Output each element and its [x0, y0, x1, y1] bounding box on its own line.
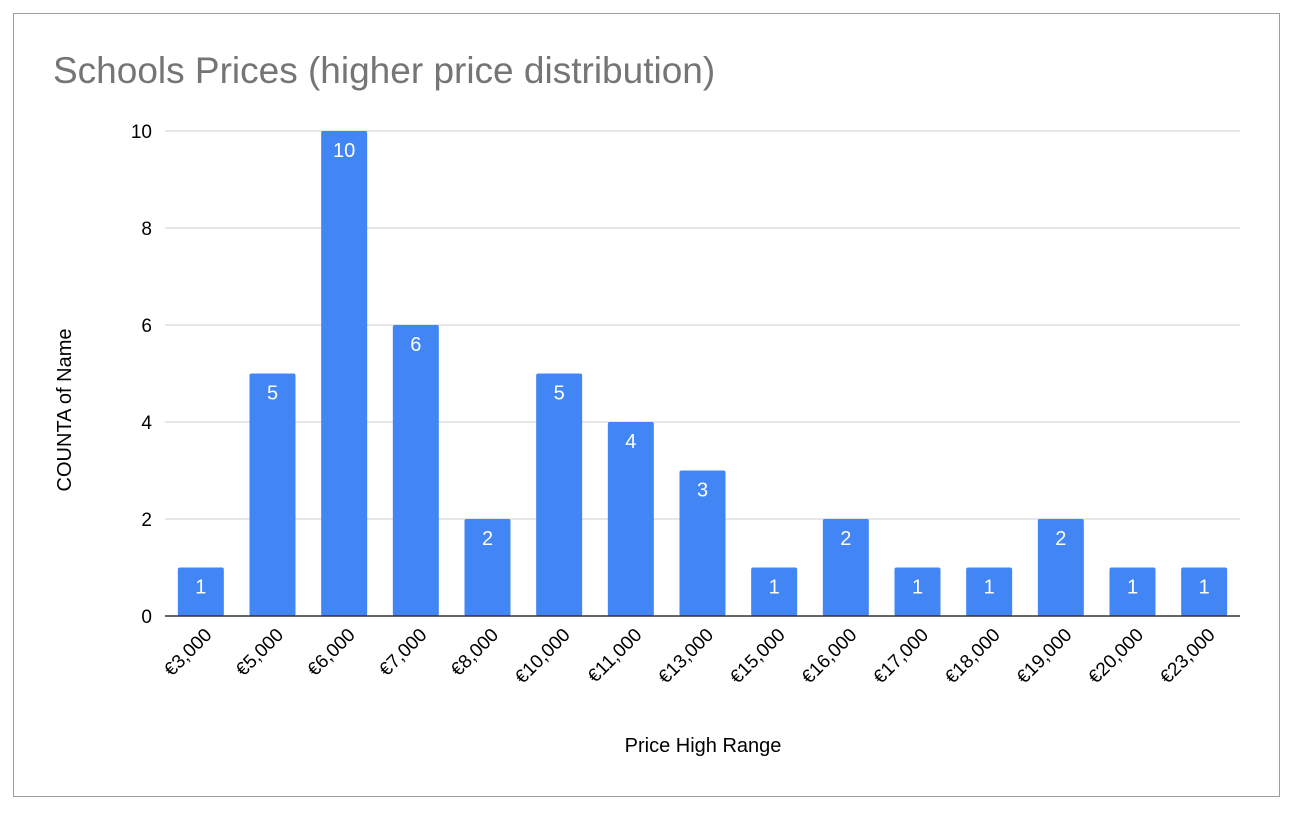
data-label: 1: [1199, 577, 1210, 599]
chart-title: Schools Prices (higher price distributio…: [53, 50, 716, 91]
x-tick-label: €15,000: [726, 625, 789, 688]
y-tick-label: 2: [141, 510, 152, 531]
data-label: 1: [195, 577, 206, 599]
data-labels: 1 5 10 6 2 5 4 3 1 2 1 1 2 1 1: [195, 140, 1209, 599]
bar: [464, 519, 511, 616]
data-label: 4: [625, 431, 636, 453]
bar: [607, 422, 654, 616]
bar: [1109, 567, 1156, 616]
x-tick-label: €16,000: [798, 625, 861, 688]
y-tick-label: 0: [141, 607, 152, 628]
bar: [679, 470, 726, 616]
data-label: 6: [410, 334, 421, 356]
x-tick-label: €7,000: [375, 625, 431, 681]
bar: [392, 325, 439, 616]
x-tick-label: €6,000: [304, 625, 360, 681]
bar: [249, 373, 296, 616]
y-axis-ticks: 0 2 4 6 8 10: [131, 122, 153, 628]
data-label: 5: [267, 383, 278, 405]
bar: [1037, 519, 1084, 616]
bar: [751, 567, 798, 616]
x-tick-label: €10,000: [511, 625, 574, 688]
x-tick-label: €3,000: [160, 625, 216, 681]
x-tick-label: €18,000: [941, 625, 1004, 688]
data-label: 1: [984, 577, 995, 599]
chart-frame: [13, 13, 1280, 797]
data-label: 2: [840, 528, 851, 550]
bars: [177, 131, 1228, 616]
bar: [177, 567, 224, 616]
bar: [822, 519, 869, 616]
x-tick-label: €17,000: [870, 625, 933, 688]
x-tick-label: €11,000: [584, 625, 646, 687]
data-label: 10: [333, 140, 355, 162]
data-label: 2: [1055, 528, 1066, 550]
data-label: 2: [482, 528, 493, 550]
x-tick-label: €5,000: [232, 625, 288, 681]
bar: [894, 567, 941, 616]
y-tick-label: 8: [141, 219, 152, 240]
y-tick-label: 6: [141, 316, 152, 337]
data-label: 1: [1127, 577, 1138, 599]
data-label: 1: [769, 577, 780, 599]
y-axis-title: COUNTA of Name: [54, 329, 76, 492]
bar: [1181, 567, 1228, 616]
data-label: 3: [697, 480, 708, 502]
bar: [966, 567, 1013, 616]
bar: [321, 131, 368, 616]
x-axis-ticks: €3,000 €5,000 €6,000 €7,000 €8,000 €10,000 €11…: [160, 625, 1219, 688]
y-tick-label: 10: [131, 122, 152, 143]
data-label: 1: [912, 577, 923, 599]
x-tick-label: €8,000: [447, 625, 503, 681]
bar: [536, 373, 583, 616]
y-tick-label: 4: [141, 413, 152, 434]
x-tick-label: €19,000: [1013, 625, 1076, 688]
data-label: 5: [554, 383, 565, 405]
x-tick-label: €13,000: [655, 625, 718, 688]
x-tick-label: €23,000: [1156, 625, 1219, 688]
x-axis-title: Price High Range: [625, 735, 782, 757]
x-tick-label: €20,000: [1085, 625, 1148, 688]
